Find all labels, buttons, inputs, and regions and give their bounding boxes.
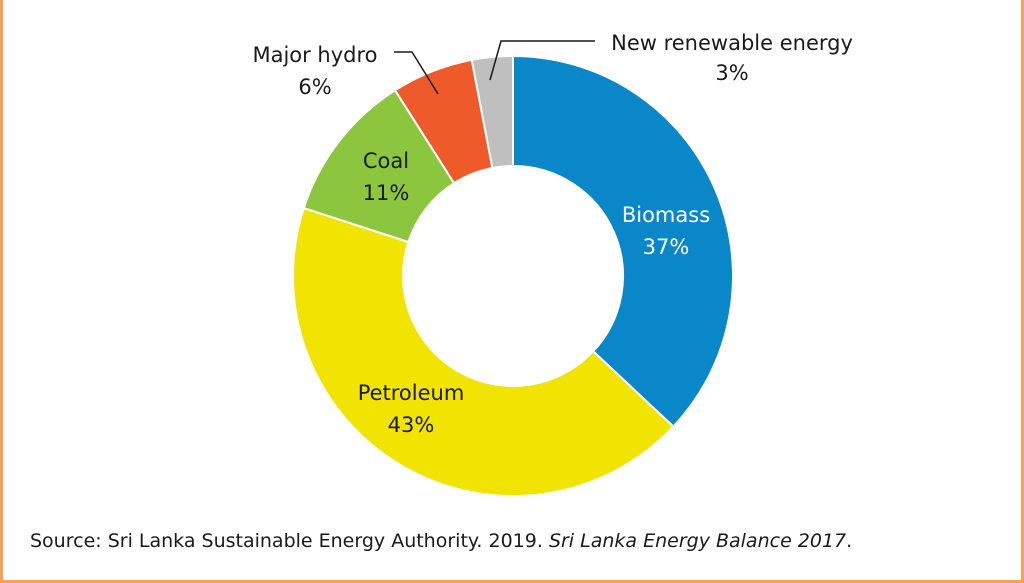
value-coal: 11% bbox=[363, 181, 410, 205]
leader-new-renewable-energy bbox=[489, 40, 595, 81]
slice-new-renewable-energy bbox=[470, 54, 514, 170]
source-title: Sri Lanka Energy Balance 2017 bbox=[548, 530, 847, 552]
donut-slices bbox=[292, 54, 734, 497]
source-prefix: Source: Sri Lanka Sustainable Energy Aut… bbox=[30, 530, 549, 552]
slice-petroleum bbox=[292, 206, 675, 497]
value-petroleum: 43% bbox=[388, 413, 435, 437]
label-petroleum: Petroleum bbox=[358, 381, 465, 405]
value-new-renewable-energy: 3% bbox=[715, 61, 748, 85]
leader-major-hydro bbox=[394, 51, 439, 95]
source-note: Source: Sri Lanka Sustainable Energy Aut… bbox=[30, 530, 852, 552]
label-coal: Coal bbox=[363, 149, 409, 173]
value-biomass: 37% bbox=[643, 235, 690, 259]
slice-labels: Biomass 37% Petroleum 43% Coal 11% Major hydro… bbox=[252, 31, 852, 437]
donut-chart: Biomass 37% Petroleum 43% Coal 11% Major hydro… bbox=[252, 31, 853, 497]
source-suffix: . bbox=[846, 530, 853, 552]
slice-biomass bbox=[512, 54, 734, 429]
label-biomass: Biomass bbox=[622, 203, 710, 227]
value-major-hydro: 6% bbox=[298, 75, 331, 99]
label-new-renewable-energy: New renewable energy bbox=[611, 31, 853, 55]
label-major-hydro: Major hydro bbox=[252, 43, 377, 67]
leader-lines bbox=[394, 40, 595, 95]
